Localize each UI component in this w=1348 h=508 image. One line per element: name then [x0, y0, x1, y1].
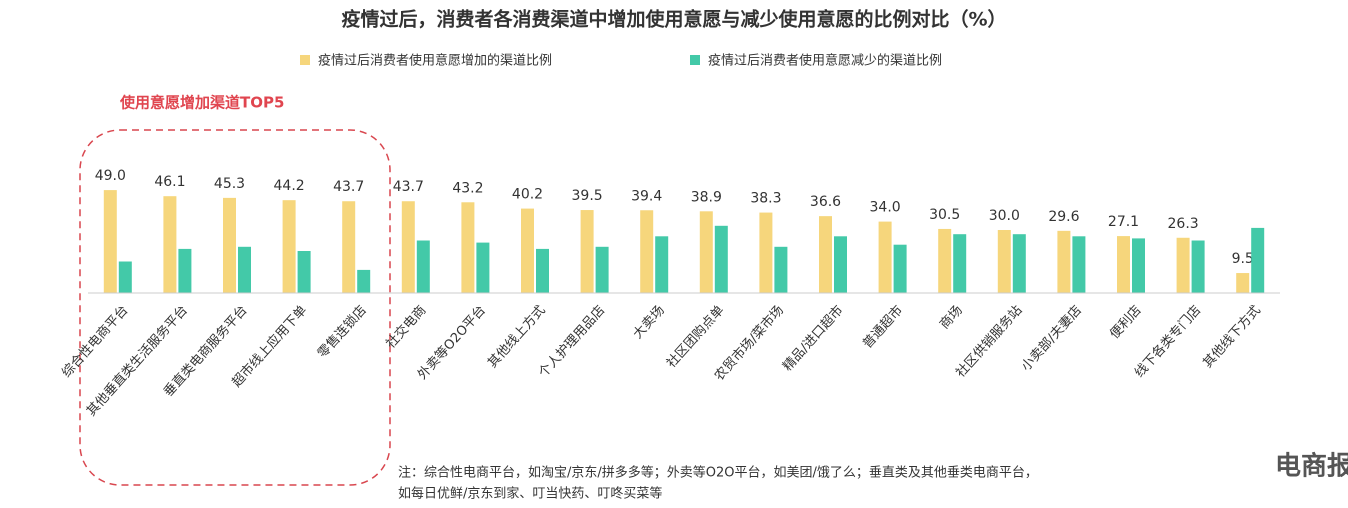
x-tick-label: 商场 [937, 303, 966, 332]
value-label: 39.5 [572, 188, 603, 204]
legend-swatch [300, 55, 310, 65]
bar [699, 211, 713, 293]
value-label: 40.2 [512, 187, 543, 203]
x-tick-label: 其他线上方式 [484, 302, 548, 371]
value-label: 45.3 [214, 176, 245, 192]
bar [655, 236, 669, 293]
value-label: 9.5 [1232, 251, 1254, 267]
note: 如每日优鲜/京东到家、叮当快药、叮咚买菜等 [398, 486, 662, 502]
bar [759, 212, 773, 293]
bar [1251, 227, 1265, 293]
bar [953, 234, 967, 293]
bar [416, 240, 430, 293]
legend-label: 疫情过后消费者使用意愿增加的渠道比例 [318, 53, 552, 69]
bar [640, 210, 654, 293]
value-label: 38.3 [750, 191, 781, 207]
bar [282, 200, 296, 293]
bar [342, 201, 356, 293]
bar [938, 228, 952, 293]
legend-swatch [690, 55, 700, 65]
bar [1057, 230, 1071, 293]
bar [819, 216, 832, 293]
bar [401, 201, 415, 293]
x-tick-label: 其他垂直类生活服务平台 [83, 302, 191, 419]
x-tick-label: 其他线下方式 [1200, 302, 1264, 371]
bar [536, 248, 549, 293]
bar [834, 236, 847, 293]
bar [357, 269, 371, 293]
x-tick-label: 零售连锁店 [314, 302, 369, 361]
annotation: 使用意愿增加渠道TOP5 [119, 94, 284, 112]
watermark: 电商报 [1275, 451, 1348, 482]
bar [297, 251, 311, 293]
bar [238, 246, 251, 293]
legend-label: 疫情过后消费者使用意愿减少的渠道比例 [708, 53, 942, 69]
bar [714, 225, 728, 293]
value-label: 49.0 [95, 168, 126, 184]
value-label: 46.1 [154, 174, 185, 190]
bar [893, 244, 907, 293]
bar [476, 242, 490, 293]
x-tick-label: 小卖部/夫妻店 [1019, 303, 1085, 374]
value-label: 30.5 [929, 207, 960, 223]
value-label: 30.0 [989, 208, 1020, 224]
bar [1117, 236, 1130, 293]
bar [118, 261, 132, 293]
value-label: 34.0 [870, 200, 901, 216]
top5-box [79, 129, 391, 486]
chart-title: 疫情过后，消费者各消费渠道中增加使用意愿与减少使用意愿的比例对比（%） [341, 8, 1006, 31]
x-tick-label: 社区团购点单 [663, 302, 727, 371]
x-tick-label: 普通超市 [859, 302, 906, 351]
value-label: 43.7 [393, 179, 424, 195]
bar [1236, 273, 1250, 293]
x-tick-label: 大卖场 [631, 303, 668, 342]
bar [1176, 237, 1190, 293]
bar [178, 248, 192, 293]
bar [595, 246, 609, 293]
bar [103, 190, 117, 293]
bar [774, 246, 788, 293]
bar [1132, 238, 1145, 293]
value-label: 44.2 [274, 178, 305, 194]
bar [1191, 240, 1205, 293]
value-label: 43.7 [333, 179, 364, 195]
value-label: 39.4 [631, 188, 662, 204]
value-label: 26.3 [1168, 216, 1199, 232]
value-label: 43.2 [452, 180, 483, 196]
bar [580, 210, 594, 293]
bar [521, 208, 534, 293]
value-label: 27.1 [1108, 214, 1139, 230]
bar [1012, 234, 1026, 293]
bar [163, 196, 177, 293]
x-tick-label: 便利店 [1107, 303, 1144, 342]
note: 注：综合性电商平台，如淘宝/京东/拼多多等；外卖等O2O平台，如美团/饿了么；垂… [398, 465, 1038, 481]
value-label: 38.9 [691, 189, 722, 205]
value-label: 29.6 [1048, 209, 1079, 225]
x-tick-label: 精品/进口超市 [780, 302, 847, 374]
bar [997, 230, 1011, 293]
bar [223, 197, 236, 293]
value-label: 36.6 [810, 194, 841, 210]
bar [878, 221, 892, 293]
bar [461, 202, 475, 293]
bar [1072, 236, 1086, 293]
